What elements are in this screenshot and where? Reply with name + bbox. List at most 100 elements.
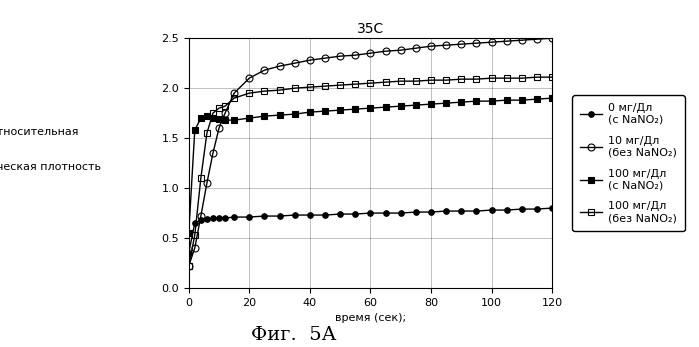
10 мг/Дл
(без NaNO₂) bbox=[305, 58, 314, 62]
100 мг/Дл
(без NaNO₂) bbox=[260, 89, 268, 93]
0 мг/Дл
(с NaNO₂) bbox=[533, 207, 541, 211]
0 мг/Дл
(с NaNO₂) bbox=[230, 215, 238, 219]
0 мг/Дл
(с NaNO₂) bbox=[473, 209, 481, 213]
10 мг/Дл
(без NaNO₂) bbox=[382, 49, 390, 53]
100 мг/Дл
(с NaNO₂) bbox=[203, 114, 211, 118]
100 мг/Дл
(без NaNO₂) bbox=[533, 75, 541, 79]
100 мг/Дл
(без NaNO₂) bbox=[457, 77, 466, 81]
100 мг/Дл
(без NaNO₂) bbox=[336, 83, 345, 87]
0 мг/Дл
(с NaNO₂) bbox=[196, 218, 205, 222]
100 мг/Дл
(с NaNO₂) bbox=[230, 118, 238, 122]
100 мг/Дл
(с NaNO₂) bbox=[196, 116, 205, 120]
10 мг/Дл
(без NaNO₂) bbox=[457, 42, 466, 46]
0 мг/Дл
(с NaNO₂) bbox=[487, 208, 496, 212]
0 мг/Дл
(с NaNO₂) bbox=[305, 213, 314, 217]
100 мг/Дл
(с NaNO₂) bbox=[382, 105, 390, 109]
100 мг/Дл
(без NaNO₂) bbox=[203, 131, 211, 135]
100 мг/Дл
(с NaNO₂) bbox=[275, 113, 284, 117]
100 мг/Дл
(без NaNO₂) bbox=[291, 86, 299, 90]
100 мг/Дл
(без NaNO₂) bbox=[473, 77, 481, 81]
0 мг/Дл
(с NaNO₂) bbox=[366, 211, 375, 215]
100 мг/Дл
(с NaNO₂) bbox=[215, 117, 223, 121]
100 мг/Дл
(без NaNO₂) bbox=[503, 76, 511, 80]
0 мг/Дл
(с NaNO₂) bbox=[503, 208, 511, 212]
10 мг/Дл
(без NaNO₂) bbox=[533, 37, 541, 41]
10 мг/Дл
(без NaNO₂) bbox=[260, 68, 268, 72]
100 мг/Дл
(без NaNO₂) bbox=[221, 104, 229, 108]
Title: 35C: 35C bbox=[357, 22, 384, 36]
0 мг/Дл
(с NaNO₂) bbox=[321, 213, 329, 217]
100 мг/Дл
(без NaNO₂) bbox=[396, 79, 405, 83]
10 мг/Дл
(без NaNO₂) bbox=[215, 126, 223, 130]
100 мг/Дл
(с NaNO₂) bbox=[366, 106, 375, 110]
100 мг/Дл
(с NaNO₂) bbox=[321, 109, 329, 113]
100 мг/Дл
(с NaNO₂) bbox=[442, 101, 450, 105]
100 мг/Дл
(с NaNO₂) bbox=[351, 107, 359, 111]
100 мг/Дл
(без NaNO₂) bbox=[412, 79, 420, 83]
10 мг/Дл
(без NaNO₂) bbox=[185, 264, 193, 268]
0 мг/Дл
(с NaNO₂) bbox=[203, 217, 211, 221]
0 мг/Дл
(с NaNO₂) bbox=[548, 206, 556, 210]
100 мг/Дл
(без NaNO₂) bbox=[518, 76, 526, 80]
100 мг/Дл
(с NaNO₂) bbox=[291, 112, 299, 116]
100 мг/Дл
(без NaNO₂) bbox=[487, 76, 496, 80]
Line: 10 мг/Дл
(без NaNO₂): 10 мг/Дл (без NaNO₂) bbox=[185, 35, 556, 270]
100 мг/Дл
(с NaNO₂) bbox=[457, 100, 466, 104]
0 мг/Дл
(с NaNO₂) bbox=[351, 212, 359, 216]
Text: Фиг.  5А: Фиг. 5А bbox=[251, 325, 336, 344]
0 мг/Дл
(с NaNO₂) bbox=[427, 210, 435, 214]
100 мг/Дл
(без NaNO₂) bbox=[191, 233, 199, 237]
10 мг/Дл
(без NaNO₂) bbox=[366, 51, 375, 55]
100 мг/Дл
(с NaNO₂) bbox=[548, 96, 556, 100]
Line: 0 мг/Дл
(с NaNO₂): 0 мг/Дл (с NaNO₂) bbox=[186, 205, 555, 256]
0 мг/Дл
(с NaNO₂) bbox=[442, 209, 450, 213]
10 мг/Дл
(без NaNO₂) bbox=[336, 54, 345, 58]
100 мг/Дл
(без NaNO₂) bbox=[548, 75, 556, 79]
100 мг/Дл
(с NaNO₂) bbox=[191, 128, 199, 132]
0 мг/Дл
(с NaNO₂) bbox=[412, 210, 420, 214]
10 мг/Дл
(без NaNO₂) bbox=[473, 41, 481, 45]
0 мг/Дл
(с NaNO₂) bbox=[185, 251, 193, 255]
0 мг/Дл
(с NaNO₂) bbox=[518, 207, 526, 211]
10 мг/Дл
(без NaNO₂) bbox=[203, 181, 211, 185]
0 мг/Дл
(с NaNO₂) bbox=[382, 211, 390, 215]
10 мг/Дл
(без NaNO₂) bbox=[245, 76, 254, 80]
100 мг/Дл
(с NaNO₂) bbox=[503, 98, 511, 102]
Text: относительная: относительная bbox=[0, 127, 79, 137]
0 мг/Дл
(с NaNO₂) bbox=[336, 212, 345, 216]
100 мг/Дл
(с NaNO₂) bbox=[533, 97, 541, 101]
100 мг/Дл
(без NaNO₂) bbox=[196, 176, 205, 180]
0 мг/Дл
(с NaNO₂) bbox=[245, 215, 254, 219]
100 мг/Дл
(с NaNO₂) bbox=[396, 104, 405, 108]
100 мг/Дл
(без NaNO₂) bbox=[427, 78, 435, 82]
10 мг/Дл
(без NaNO₂) bbox=[351, 53, 359, 57]
100 мг/Дл
(с NaNO₂) bbox=[412, 103, 420, 107]
10 мг/Дл
(без NaNO₂) bbox=[518, 38, 526, 42]
10 мг/Дл
(без NaNO₂) bbox=[209, 151, 217, 155]
100 мг/Дл
(с NaNO₂) bbox=[209, 116, 217, 120]
10 мг/Дл
(без NaNO₂) bbox=[396, 48, 405, 52]
10 мг/Дл
(без NaNO₂) bbox=[230, 91, 238, 95]
100 мг/Дл
(без NaNO₂) bbox=[245, 91, 254, 95]
100 мг/Дл
(с NaNO₂) bbox=[305, 110, 314, 114]
Line: 100 мг/Дл
(с NaNO₂): 100 мг/Дл (с NaNO₂) bbox=[186, 95, 555, 236]
Line: 100 мг/Дл
(без NaNO₂): 100 мг/Дл (без NaNO₂) bbox=[185, 74, 556, 270]
100 мг/Дл
(без NaNO₂) bbox=[215, 106, 223, 110]
0 мг/Дл
(с NaNO₂) bbox=[457, 209, 466, 213]
100 мг/Дл
(без NaNO₂) bbox=[382, 80, 390, 84]
0 мг/Дл
(с NaNO₂) bbox=[396, 211, 405, 215]
10 мг/Дл
(без NaNO₂) bbox=[427, 44, 435, 48]
0 мг/Дл
(с NaNO₂) bbox=[221, 216, 229, 220]
100 мг/Дл
(с NaNO₂) bbox=[260, 114, 268, 118]
100 мг/Дл
(без NaNO₂) bbox=[275, 88, 284, 92]
100 мг/Дл
(с NaNO₂) bbox=[221, 118, 229, 122]
10 мг/Дл
(без NaNO₂) bbox=[275, 64, 284, 68]
0 мг/Дл
(с NaNO₂) bbox=[291, 213, 299, 217]
100 мг/Дл
(с NaNO₂) bbox=[487, 99, 496, 103]
10 мг/Дл
(без NaNO₂) bbox=[503, 39, 511, 43]
10 мг/Дл
(без NaNO₂) bbox=[191, 246, 199, 250]
Text: оптическая плотность: оптическая плотность bbox=[0, 162, 101, 171]
10 мг/Дл
(без NaNO₂) bbox=[321, 56, 329, 60]
0 мг/Дл
(с NaNO₂) bbox=[275, 214, 284, 218]
100 мг/Дл
(с NaNO₂) bbox=[185, 231, 193, 235]
